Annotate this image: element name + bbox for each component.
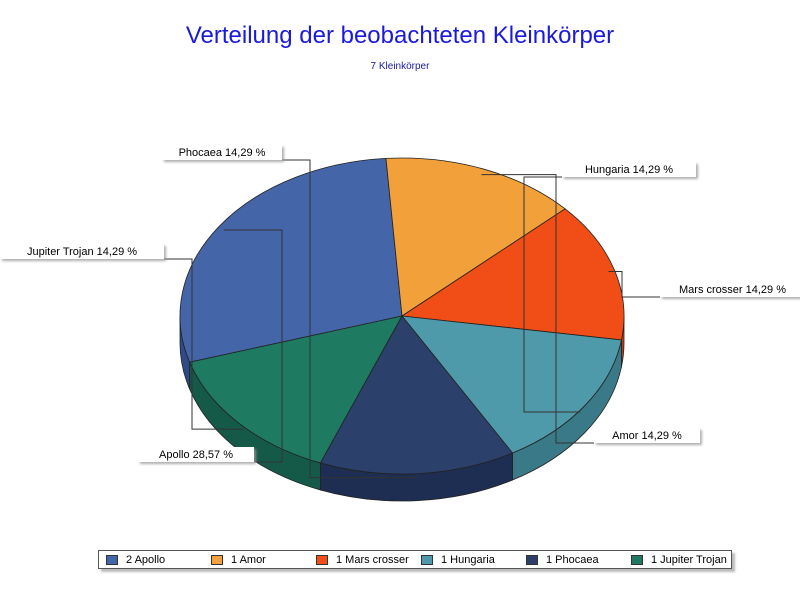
callout-line — [481, 174, 594, 444]
slice-label: Apollo 28,57 % — [159, 449, 233, 461]
legend-swatch — [211, 554, 223, 565]
callout-mars-crosser: Mars crosser 14,29 % — [608, 271, 800, 298]
callout-box — [562, 162, 696, 177]
legend-swatch — [421, 554, 433, 565]
pie-slice-mars-crosser — [400, 208, 625, 341]
callout-line — [164, 258, 244, 430]
callout-box — [162, 145, 282, 160]
legend-label: 2 Apollo — [126, 553, 166, 566]
chart-subtitle: 7 Kleinkörper — [370, 61, 430, 72]
callout-box — [138, 447, 254, 462]
pie-chart: Apollo 28,57 % Amor 14,29 % Mars crosser 1… — [0, 145, 800, 502]
legend-item-amor: 1 Amor — [204, 554, 309, 566]
pie-slice-amor — [385, 157, 566, 317]
callout-box — [660, 282, 800, 297]
pie-slice-phocaea — [319, 315, 514, 475]
legend-swatch — [106, 554, 118, 565]
legend-swatch — [631, 554, 643, 565]
slice-label: Phocaea 14,29 % — [179, 147, 266, 159]
slice-label: Hungaria 14,29 % — [585, 164, 673, 176]
legend-label: 1 Mars crosser — [336, 553, 409, 566]
legend: 2 Apollo 1 Amor 1 Mars crosser 1 Hungaria 1 … — [98, 550, 732, 569]
slice-label: Amor 14,29 % — [612, 430, 682, 442]
legend-item-mars-crosser: 1 Mars crosser — [309, 554, 414, 566]
callout-phocaea: Phocaea 14,29 % — [162, 145, 418, 479]
callout-box — [594, 428, 700, 443]
pie-slice-jupiter-trojan — [189, 315, 403, 464]
legend-label: 1 Hungaria — [441, 553, 495, 566]
callout-box — [0, 244, 164, 259]
callout-jupiter-trojan: Jupiter Trojan 14,29 % — [0, 244, 244, 430]
legend-label: 1 Phocaea — [546, 553, 599, 566]
legend-item-jupiter-trojan: 1 Jupiter Trojan — [624, 554, 729, 566]
callout-line — [223, 229, 283, 463]
slice-label: Jupiter Trojan 14,29 % — [27, 246, 137, 258]
legend-swatch — [526, 554, 538, 565]
legend-label: 1 Jupiter Trojan — [651, 553, 727, 566]
pie-slice-hungaria — [401, 315, 622, 454]
pie-slice-apollo — [179, 157, 403, 363]
legend-item-hungaria: 1 Hungaria — [414, 554, 519, 566]
callout-line — [608, 271, 660, 298]
legend-label: 1 Amor — [231, 553, 266, 566]
callout-hungaria: Hungaria 14,29 % — [523, 162, 696, 413]
callout-line — [523, 176, 581, 413]
callout-line — [282, 159, 418, 479]
legend-swatch — [316, 554, 328, 565]
chart-title: Verteilung der beobachteten Kleinkörper — [185, 22, 615, 49]
slice-label: Mars crosser 14,29 % — [679, 284, 786, 296]
callout-amor: Amor 14,29 % — [481, 174, 700, 444]
legend-item-apollo: 2 Apollo — [99, 554, 204, 566]
legend-item-phocaea: 1 Phocaea — [519, 554, 624, 566]
callout-apollo: Apollo 28,57 % — [138, 229, 283, 463]
